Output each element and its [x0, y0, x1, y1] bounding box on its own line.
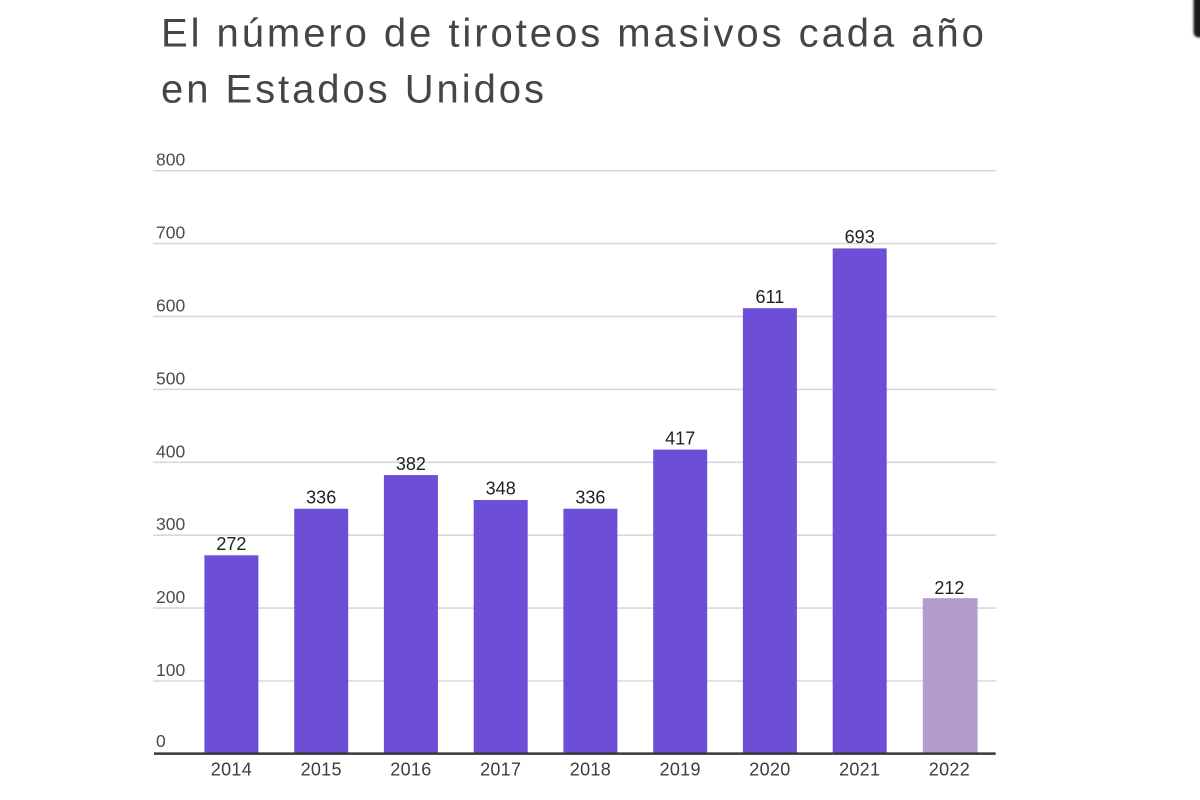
svg-text:El número de tiroteos masivos: El número de tiroteos masivos cada año [161, 12, 987, 56]
svg-text:2019: 2019 [660, 760, 701, 780]
svg-text:2022: 2022 [929, 760, 970, 780]
svg-text:611: 611 [756, 287, 785, 307]
svg-text:2018: 2018 [570, 760, 611, 780]
svg-text:700: 700 [156, 223, 185, 243]
svg-text:348: 348 [486, 479, 516, 499]
svg-text:400: 400 [156, 441, 185, 461]
svg-text:382: 382 [396, 454, 426, 474]
svg-text:2020: 2020 [749, 760, 790, 780]
svg-text:en Estados Unidos: en Estados Unidos [161, 68, 547, 112]
svg-text:0: 0 [156, 731, 166, 751]
svg-text:300: 300 [156, 514, 185, 534]
svg-text:2016: 2016 [390, 760, 431, 780]
svg-text:272: 272 [216, 534, 246, 554]
svg-text:2021: 2021 [839, 760, 880, 780]
svg-text:200: 200 [156, 587, 185, 607]
svg-text:2017: 2017 [480, 760, 521, 780]
svg-text:2014: 2014 [211, 760, 252, 780]
svg-text:600: 600 [156, 296, 185, 316]
svg-text:336: 336 [306, 487, 336, 507]
svg-text:800: 800 [156, 150, 185, 170]
svg-text:100: 100 [156, 660, 185, 680]
svg-text:500: 500 [156, 368, 185, 388]
svg-text:336: 336 [575, 487, 605, 507]
svg-text:2015: 2015 [301, 760, 342, 780]
svg-text:693: 693 [845, 227, 875, 247]
svg-text:417: 417 [665, 428, 695, 448]
svg-text:212: 212 [934, 578, 964, 598]
